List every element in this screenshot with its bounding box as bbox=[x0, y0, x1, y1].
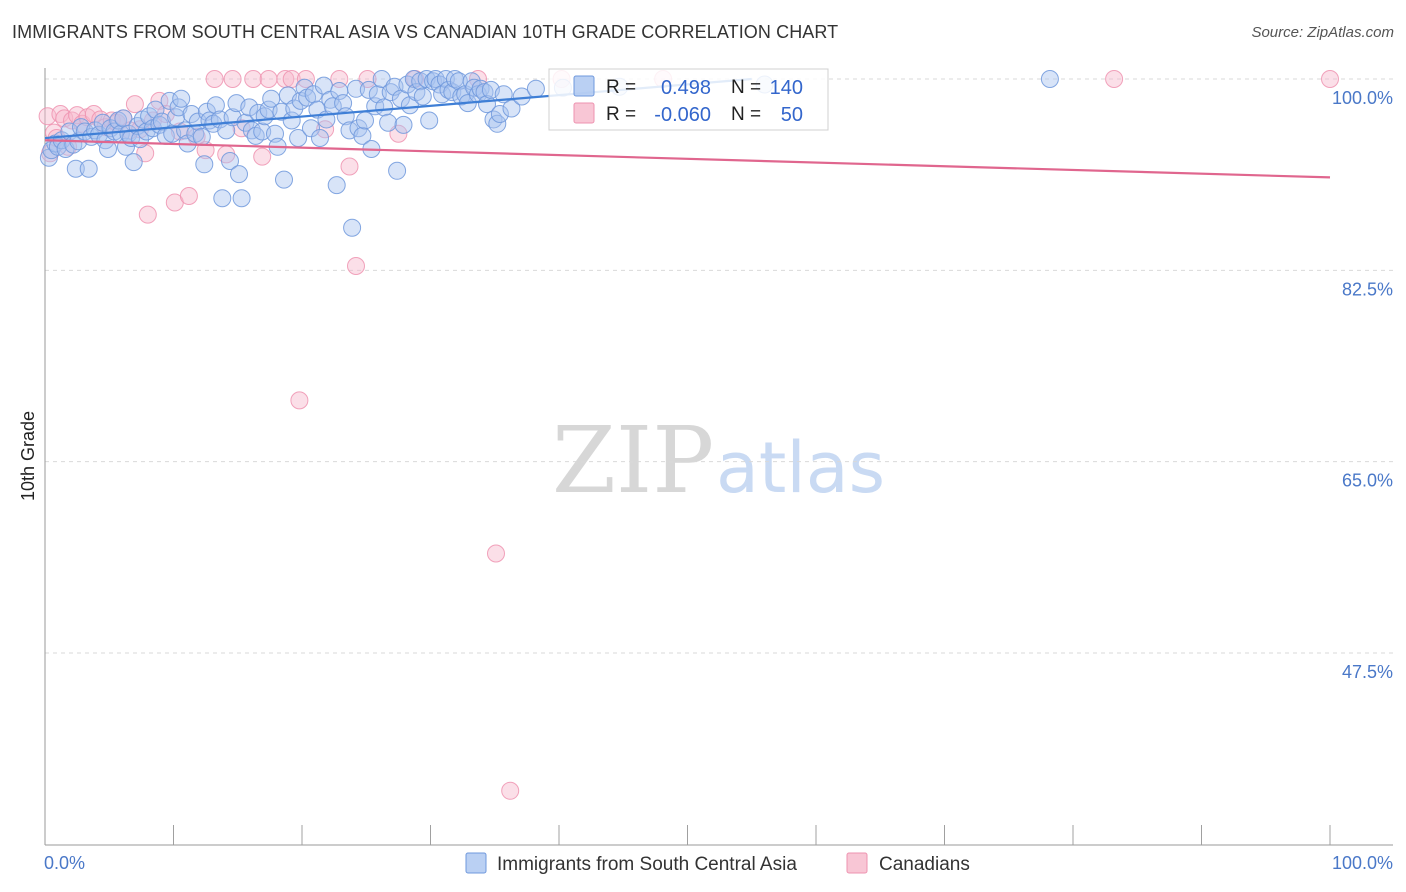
immigrants-point bbox=[221, 152, 239, 170]
bottom-legend-label-canadians: Canadians bbox=[879, 854, 970, 875]
y-tick-labels: 100.0% 82.5% 65.0% 47.5% bbox=[1332, 88, 1393, 682]
immigrants-point bbox=[99, 140, 117, 158]
immigrants-point bbox=[359, 80, 378, 99]
canadians-point bbox=[501, 781, 520, 800]
immigrants-point bbox=[66, 159, 85, 178]
immigrants-point bbox=[449, 72, 468, 91]
immigrants-point bbox=[206, 96, 225, 115]
immigrants-point bbox=[375, 98, 394, 117]
immigrants-point bbox=[160, 91, 179, 110]
x-tick-label-0: 0.0% bbox=[44, 853, 85, 873]
legend-n-label-1: N = bbox=[731, 104, 761, 125]
legend-r-label-1: R = bbox=[606, 104, 636, 125]
legend-r-label-0: R = bbox=[606, 77, 636, 98]
legend-swatch-canadians bbox=[573, 102, 595, 124]
immigrants-point bbox=[356, 111, 374, 130]
canadians-point bbox=[1321, 70, 1339, 88]
immigrants-point bbox=[172, 89, 191, 108]
immigrants-point bbox=[182, 105, 201, 123]
canadians-point bbox=[244, 70, 263, 88]
legend-box: R = 0.498 N = 140 R = -0.060 N = 50 bbox=[548, 68, 829, 131]
canadians-point bbox=[253, 147, 272, 166]
legend-swatch-immigrants bbox=[573, 75, 595, 97]
immigrants-point bbox=[152, 112, 171, 131]
canadians-trend-line bbox=[44, 139, 1331, 179]
immigrants-point bbox=[379, 113, 398, 132]
y-tick-label-0: 100.0% bbox=[1332, 88, 1393, 108]
watermark: ZIP atlas bbox=[552, 407, 885, 514]
legend-n-value-1: 50 bbox=[781, 104, 803, 126]
immigrants-point bbox=[240, 98, 259, 117]
chart-source: Source: ZipAtlas.com bbox=[1251, 24, 1394, 41]
x-axis-ticks bbox=[173, 825, 1331, 845]
immigrants-point bbox=[266, 124, 284, 143]
canadians-point bbox=[63, 111, 81, 130]
immigrants-point bbox=[334, 94, 353, 113]
immigrants-point bbox=[213, 189, 232, 208]
immigrants-point bbox=[400, 96, 419, 115]
immigrants-point bbox=[343, 218, 362, 237]
immigrants-point bbox=[413, 87, 432, 106]
immigrants-point bbox=[388, 161, 407, 180]
immigrants-point bbox=[1040, 70, 1059, 88]
canadians-point bbox=[138, 205, 157, 224]
gridlines bbox=[45, 78, 1393, 654]
canadians-point bbox=[1105, 70, 1124, 88]
legend-r-value-0: 0.498 bbox=[661, 77, 711, 99]
y-axis-label: 10th Grade bbox=[18, 411, 38, 501]
immigrants-point bbox=[526, 79, 545, 98]
canadians-point bbox=[487, 544, 505, 563]
canadians-point bbox=[290, 391, 309, 410]
watermark-atlas: atlas bbox=[716, 427, 885, 509]
x-tick-label-100: 100.0% bbox=[1332, 853, 1393, 873]
y-tick-label-2: 65.0% bbox=[1342, 471, 1393, 491]
immigrants-point bbox=[232, 189, 251, 208]
immigrants-point bbox=[420, 111, 439, 130]
canadians-point bbox=[259, 70, 278, 88]
immigrants-point bbox=[124, 153, 143, 172]
bottom-legend: Immigrants from South Central Asia Canad… bbox=[465, 852, 970, 875]
canadians-point bbox=[389, 124, 408, 143]
immigrants-point bbox=[311, 129, 329, 147]
y-tick-label-1: 82.5% bbox=[1342, 279, 1393, 299]
immigrants-point bbox=[79, 159, 98, 178]
immigrants-point bbox=[275, 170, 293, 189]
immigrants-point bbox=[394, 115, 413, 134]
canadians-point bbox=[223, 70, 242, 88]
legend-n-label-0: N = bbox=[731, 77, 761, 98]
bottom-legend-swatch-canadians bbox=[846, 852, 868, 874]
chart-title: IMMIGRANTS FROM SOUTH CENTRAL ASIA VS CA… bbox=[12, 22, 839, 42]
immigrants-point bbox=[327, 176, 346, 195]
y-tick-label-3: 47.5% bbox=[1342, 662, 1393, 682]
bottom-legend-label-immigrants: Immigrants from South Central Asia bbox=[497, 854, 797, 875]
bottom-legend-swatch-immigrants bbox=[465, 852, 487, 874]
immigrants-point bbox=[347, 79, 365, 98]
immigrants-point bbox=[353, 126, 372, 145]
legend-n-value-0: 140 bbox=[770, 77, 803, 99]
legend-frame bbox=[548, 68, 829, 131]
immigrants-point bbox=[302, 119, 320, 138]
canadians-point bbox=[340, 157, 359, 176]
immigrants-point bbox=[490, 105, 509, 123]
immigrants-point bbox=[192, 127, 211, 146]
immigrants-point bbox=[195, 155, 214, 174]
immigrants-point bbox=[230, 165, 248, 184]
canadians-point bbox=[205, 70, 224, 88]
legend-r-value-1: -0.060 bbox=[654, 104, 711, 126]
canadians-point bbox=[316, 120, 335, 139]
canadians-point bbox=[150, 91, 169, 110]
canadians-point bbox=[125, 95, 144, 114]
canadians-point bbox=[179, 187, 198, 205]
watermark-zip: ZIP bbox=[552, 407, 714, 514]
canadians-point bbox=[347, 257, 365, 275]
